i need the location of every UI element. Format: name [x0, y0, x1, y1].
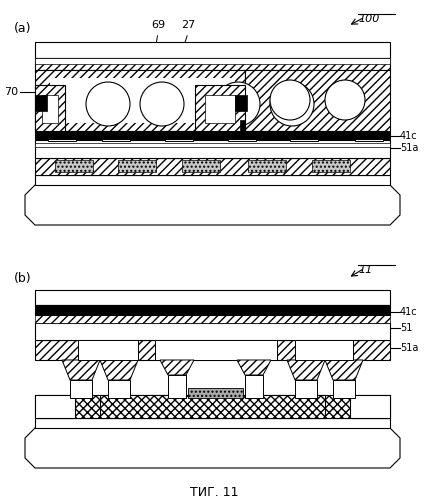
Bar	[70, 380, 92, 398]
Circle shape	[216, 82, 260, 126]
Bar	[78, 340, 138, 360]
Text: (b): (b)	[14, 272, 32, 285]
Circle shape	[270, 82, 314, 126]
Circle shape	[86, 82, 130, 126]
Bar	[245, 375, 263, 398]
Bar	[35, 305, 390, 315]
Circle shape	[325, 80, 365, 120]
Bar	[295, 340, 353, 360]
Bar	[78, 340, 138, 360]
Polygon shape	[100, 360, 138, 380]
Bar	[245, 70, 390, 131]
Bar	[50, 78, 235, 123]
Bar	[35, 85, 65, 131]
Bar	[102, 133, 130, 141]
Text: ΤИГ. 11: ΤИГ. 11	[190, 486, 238, 498]
Text: 41c: 41c	[400, 307, 417, 317]
Bar	[35, 395, 390, 418]
Circle shape	[140, 82, 184, 126]
Bar	[42, 95, 58, 123]
Bar	[35, 70, 245, 131]
Bar	[35, 323, 390, 340]
Bar	[118, 160, 156, 172]
Bar	[155, 340, 277, 360]
Text: (a): (a)	[14, 22, 31, 35]
Polygon shape	[25, 428, 400, 468]
Bar	[35, 158, 390, 175]
Bar	[165, 133, 193, 141]
Bar	[228, 133, 256, 141]
Text: 100: 100	[358, 14, 379, 24]
Bar	[35, 315, 390, 323]
Bar	[168, 375, 186, 398]
Bar	[350, 395, 390, 418]
Text: 69: 69	[151, 20, 165, 30]
Bar	[35, 418, 390, 428]
Polygon shape	[287, 360, 325, 380]
Bar	[35, 140, 390, 158]
Bar	[100, 395, 325, 418]
Polygon shape	[160, 360, 194, 375]
Text: 11: 11	[358, 265, 372, 275]
Bar	[188, 388, 243, 398]
Bar	[35, 340, 390, 360]
Bar	[35, 131, 390, 139]
Bar	[55, 160, 93, 172]
Bar	[35, 95, 47, 111]
Text: 27: 27	[181, 20, 195, 30]
Polygon shape	[237, 360, 271, 375]
Bar	[235, 95, 247, 111]
Text: 41c: 41c	[400, 131, 417, 141]
Bar	[108, 380, 130, 398]
Bar	[205, 95, 235, 123]
Bar	[48, 133, 76, 141]
Circle shape	[270, 80, 310, 120]
Polygon shape	[325, 360, 363, 380]
Bar	[35, 42, 390, 58]
Text: 51a: 51a	[400, 343, 418, 353]
Bar	[35, 58, 390, 64]
Bar	[333, 380, 355, 398]
Polygon shape	[62, 360, 100, 380]
Bar	[35, 58, 390, 70]
Text: 51: 51	[400, 323, 412, 333]
Bar	[195, 85, 245, 131]
Bar	[248, 160, 286, 172]
Bar	[35, 143, 390, 147]
Bar	[35, 175, 390, 185]
Bar	[290, 133, 318, 141]
Bar	[295, 380, 317, 398]
Bar	[295, 340, 353, 360]
Bar	[35, 290, 390, 305]
Text: 51a: 51a	[400, 143, 418, 153]
Bar	[312, 160, 350, 172]
Bar	[35, 395, 75, 418]
Text: 70: 70	[4, 87, 18, 97]
Bar	[182, 160, 220, 172]
Bar	[240, 120, 245, 131]
Polygon shape	[25, 185, 400, 225]
Bar	[355, 133, 383, 141]
Bar	[155, 340, 277, 360]
